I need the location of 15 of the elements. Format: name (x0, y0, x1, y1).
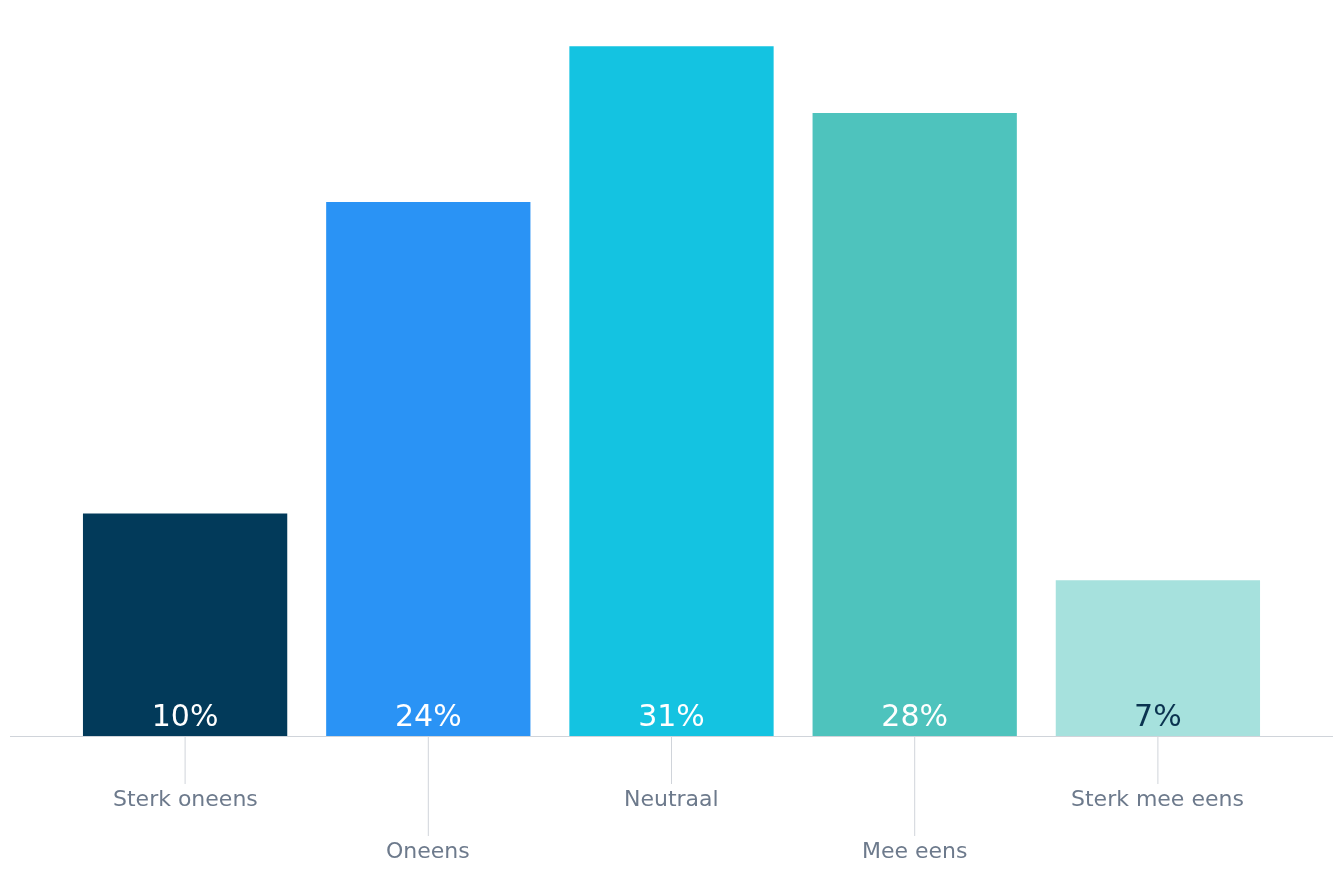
bar (1055, 580, 1261, 736)
data-label: 24% (394, 698, 462, 733)
bar (326, 202, 531, 736)
bar (569, 46, 774, 736)
data-label: 10% (151, 698, 219, 733)
x-tick-label: Sterk oneens (113, 786, 258, 811)
data-label: 31% (638, 698, 705, 733)
bar (812, 113, 1017, 736)
x-tick-label: Oneens (386, 838, 470, 863)
x-tick-label: Sterk mee eens (1071, 786, 1244, 811)
bar (82, 513, 288, 736)
x-tick-label: Mee eens (862, 838, 968, 863)
x-tick-label: Neutraal (624, 786, 719, 811)
data-label: 28% (881, 698, 949, 733)
data-label: 7% (1134, 698, 1182, 733)
